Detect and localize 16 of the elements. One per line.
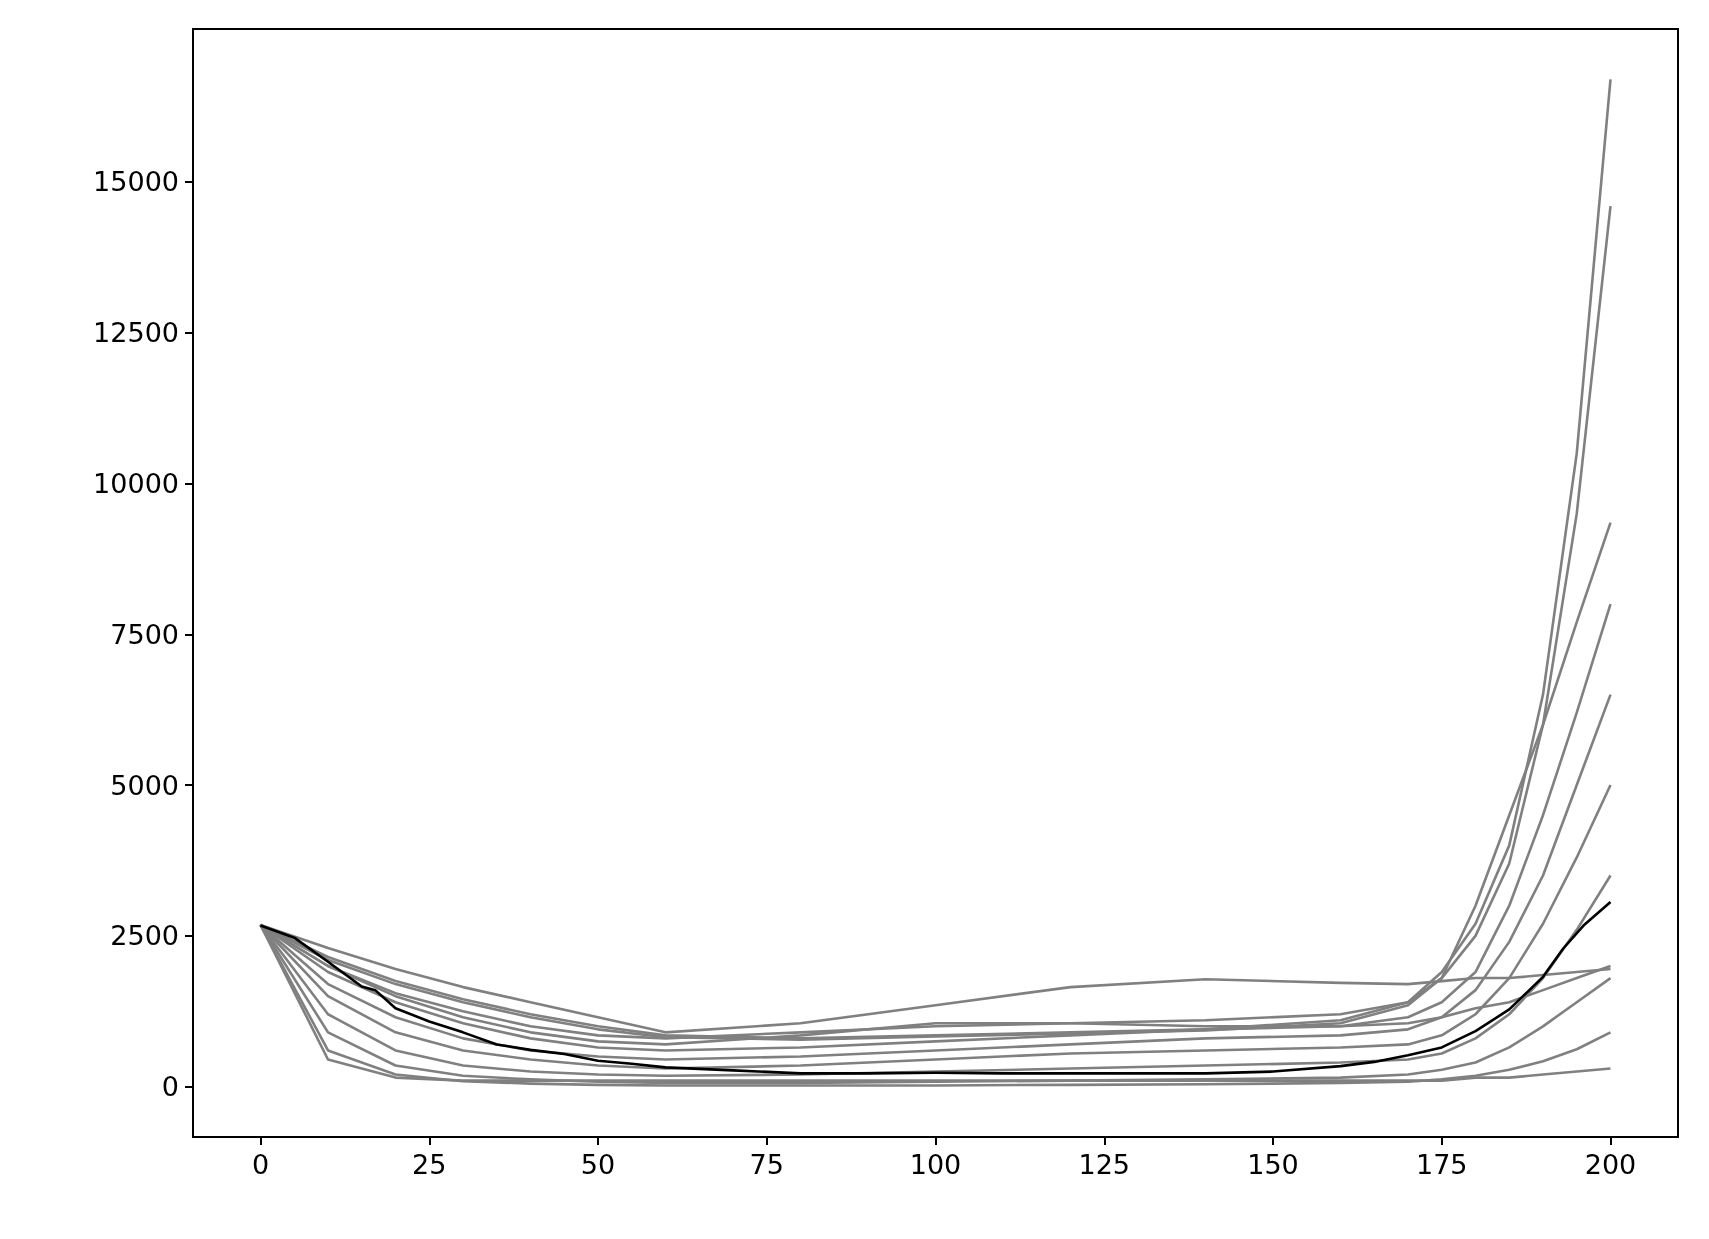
y-tick-label: 12500 bbox=[93, 317, 179, 349]
x-tick-label: 100 bbox=[909, 1149, 962, 1180]
x-tick-label: 50 bbox=[580, 1149, 616, 1180]
y-tick-label: 5000 bbox=[110, 769, 179, 801]
x-tick-label: 25 bbox=[412, 1149, 447, 1180]
y-tick-label: 0 bbox=[161, 1071, 179, 1103]
y-tick-label: 2500 bbox=[110, 920, 179, 952]
x-tick-label: 125 bbox=[1078, 1149, 1131, 1180]
y-tick-label: 7500 bbox=[110, 618, 179, 650]
x-tick-label: 175 bbox=[1415, 1149, 1468, 1180]
x-tick-label: 200 bbox=[1584, 1149, 1637, 1180]
x-tick-label: 75 bbox=[749, 1149, 784, 1180]
x-tick-label: 150 bbox=[1247, 1149, 1299, 1180]
y-tick-label: 15000 bbox=[93, 166, 179, 198]
y-tick-label: 10000 bbox=[93, 467, 179, 499]
x-tick-label: 0 bbox=[251, 1149, 270, 1180]
